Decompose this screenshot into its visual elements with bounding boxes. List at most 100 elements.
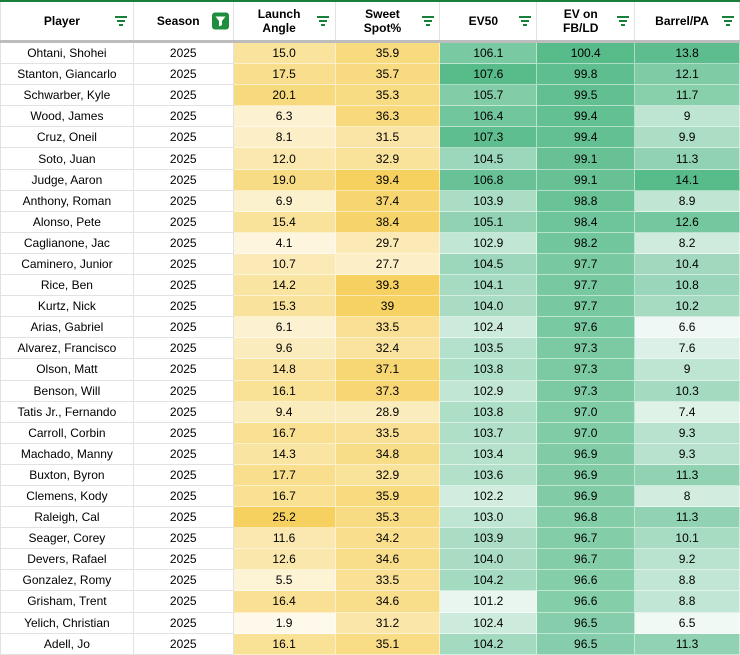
cell-ev50[interactable]: 104.0 (440, 296, 538, 318)
cell-launch_angle[interactable]: 16.4 (233, 591, 336, 613)
cell-ev50[interactable]: 104.0 (440, 549, 538, 571)
cell-season[interactable]: 2025 (133, 275, 234, 297)
cell-sweet_spot[interactable]: 34.8 (335, 443, 441, 465)
cell-player[interactable]: Devers, Rafael (1, 549, 134, 571)
cell-barrel_pa[interactable]: 11.3 (635, 507, 740, 529)
cell-ev_fb_ld[interactable]: 96.7 (537, 528, 636, 550)
cell-barrel_pa[interactable]: 10.4 (635, 253, 740, 276)
column-header-barrel_pa[interactable]: Barrel/PA (635, 2, 740, 40)
cell-sweet_spot[interactable]: 34.2 (335, 528, 441, 550)
cell-barrel_pa[interactable]: 6.5 (635, 612, 740, 634)
cell-season[interactable]: 2025 (133, 380, 234, 402)
cell-barrel_pa[interactable]: 14.1 (635, 169, 740, 191)
cell-player[interactable]: Benson, Will (1, 380, 134, 402)
cell-launch_angle[interactable]: 10.7 (233, 253, 336, 276)
cell-ev_fb_ld[interactable]: 97.0 (537, 401, 636, 423)
cell-season[interactable]: 2025 (133, 464, 234, 486)
cell-player[interactable]: Caglianone, Jac (1, 232, 134, 254)
cell-season[interactable]: 2025 (133, 253, 234, 276)
cell-sweet_spot[interactable]: 38.4 (335, 211, 441, 233)
cell-launch_angle[interactable]: 25.2 (233, 507, 336, 529)
cell-season[interactable]: 2025 (133, 317, 234, 339)
cell-season[interactable]: 2025 (133, 148, 234, 170)
cell-ev50[interactable]: 103.8 (440, 359, 538, 381)
cell-launch_angle[interactable]: 16.7 (233, 485, 336, 508)
cell-player[interactable]: Kurtz, Nick (1, 296, 134, 318)
cell-launch_angle[interactable]: 4.1 (233, 232, 336, 254)
cell-sweet_spot[interactable]: 31.2 (335, 612, 441, 634)
cell-barrel_pa[interactable]: 8.9 (635, 190, 740, 212)
cell-ev50[interactable]: 101.2 (440, 591, 538, 613)
cell-barrel_pa[interactable]: 8.2 (635, 232, 740, 254)
cell-ev_fb_ld[interactable]: 100.4 (537, 43, 636, 65)
cell-ev_fb_ld[interactable]: 96.9 (537, 443, 636, 465)
cell-ev50[interactable]: 104.1 (440, 275, 538, 297)
filter-lines-icon[interactable] (317, 16, 330, 26)
cell-launch_angle[interactable]: 15.3 (233, 296, 336, 318)
cell-barrel_pa[interactable]: 12.6 (635, 211, 740, 233)
cell-player[interactable]: Gonzalez, Romy (1, 570, 134, 592)
cell-launch_angle[interactable]: 12.6 (233, 549, 336, 571)
cell-season[interactable]: 2025 (133, 401, 234, 423)
cell-barrel_pa[interactable]: 9.3 (635, 422, 740, 444)
cell-player[interactable]: Alonso, Pete (1, 211, 134, 233)
cell-launch_angle[interactable]: 16.7 (233, 422, 336, 444)
cell-season[interactable]: 2025 (133, 528, 234, 550)
cell-season[interactable]: 2025 (133, 633, 234, 655)
filter-lines-icon[interactable] (616, 16, 629, 26)
cell-barrel_pa[interactable]: 9.9 (635, 127, 740, 149)
cell-ev50[interactable]: 103.4 (440, 443, 538, 465)
cell-player[interactable]: Machado, Manny (1, 443, 134, 465)
cell-barrel_pa[interactable]: 7.4 (635, 401, 740, 423)
cell-launch_angle[interactable]: 8.1 (233, 127, 336, 149)
cell-ev_fb_ld[interactable]: 97.7 (537, 253, 636, 276)
cell-sweet_spot[interactable]: 34.6 (335, 549, 441, 571)
cell-ev50[interactable]: 103.7 (440, 422, 538, 444)
cell-ev_fb_ld[interactable]: 99.5 (537, 85, 636, 107)
cell-launch_angle[interactable]: 20.1 (233, 85, 336, 107)
cell-launch_angle[interactable]: 5.5 (233, 570, 336, 592)
cell-barrel_pa[interactable]: 8 (635, 485, 740, 508)
column-header-launch_angle[interactable]: Launch Angle (233, 2, 336, 40)
cell-sweet_spot[interactable]: 39.4 (335, 169, 441, 191)
cell-season[interactable]: 2025 (133, 232, 234, 254)
cell-season[interactable]: 2025 (133, 443, 234, 465)
cell-sweet_spot[interactable]: 37.4 (335, 190, 441, 212)
cell-player[interactable]: Ohtani, Shohei (1, 43, 134, 65)
cell-player[interactable]: Clemens, Kody (1, 485, 134, 508)
cell-sweet_spot[interactable]: 37.3 (335, 380, 441, 402)
cell-ev_fb_ld[interactable]: 97.7 (537, 296, 636, 318)
cell-ev50[interactable]: 103.5 (440, 338, 538, 360)
filter-lines-icon[interactable] (421, 16, 434, 26)
cell-barrel_pa[interactable]: 6.6 (635, 317, 740, 339)
cell-sweet_spot[interactable]: 35.3 (335, 507, 441, 529)
active-filter-funnel-icon[interactable] (211, 12, 229, 30)
cell-ev50[interactable]: 107.6 (440, 64, 538, 86)
cell-launch_angle[interactable]: 9.4 (233, 401, 336, 423)
cell-sweet_spot[interactable]: 39.3 (335, 275, 441, 297)
cell-ev50[interactable]: 104.2 (440, 633, 538, 655)
cell-barrel_pa[interactable]: 11.3 (635, 148, 740, 170)
cell-ev50[interactable]: 104.5 (440, 148, 538, 170)
cell-season[interactable]: 2025 (133, 422, 234, 444)
cell-player[interactable]: Anthony, Roman (1, 190, 134, 212)
cell-player[interactable]: Carroll, Corbin (1, 422, 134, 444)
cell-ev50[interactable]: 103.8 (440, 401, 538, 423)
cell-launch_angle[interactable]: 15.0 (233, 43, 336, 65)
cell-sweet_spot[interactable]: 33.5 (335, 317, 441, 339)
cell-ev50[interactable]: 102.9 (440, 380, 538, 402)
cell-barrel_pa[interactable]: 9.3 (635, 443, 740, 465)
cell-launch_angle[interactable]: 6.1 (233, 317, 336, 339)
cell-ev_fb_ld[interactable]: 96.5 (537, 612, 636, 634)
cell-ev_fb_ld[interactable]: 98.2 (537, 232, 636, 254)
cell-barrel_pa[interactable]: 13.8 (635, 43, 740, 65)
cell-launch_angle[interactable]: 14.3 (233, 443, 336, 465)
cell-player[interactable]: Arias, Gabriel (1, 317, 134, 339)
cell-barrel_pa[interactable]: 9 (635, 106, 740, 128)
cell-ev50[interactable]: 102.4 (440, 317, 538, 339)
cell-barrel_pa[interactable]: 12.1 (635, 64, 740, 86)
cell-season[interactable]: 2025 (133, 106, 234, 128)
cell-ev50[interactable]: 104.5 (440, 253, 538, 276)
cell-season[interactable]: 2025 (133, 570, 234, 592)
cell-sweet_spot[interactable]: 36.3 (335, 106, 441, 128)
